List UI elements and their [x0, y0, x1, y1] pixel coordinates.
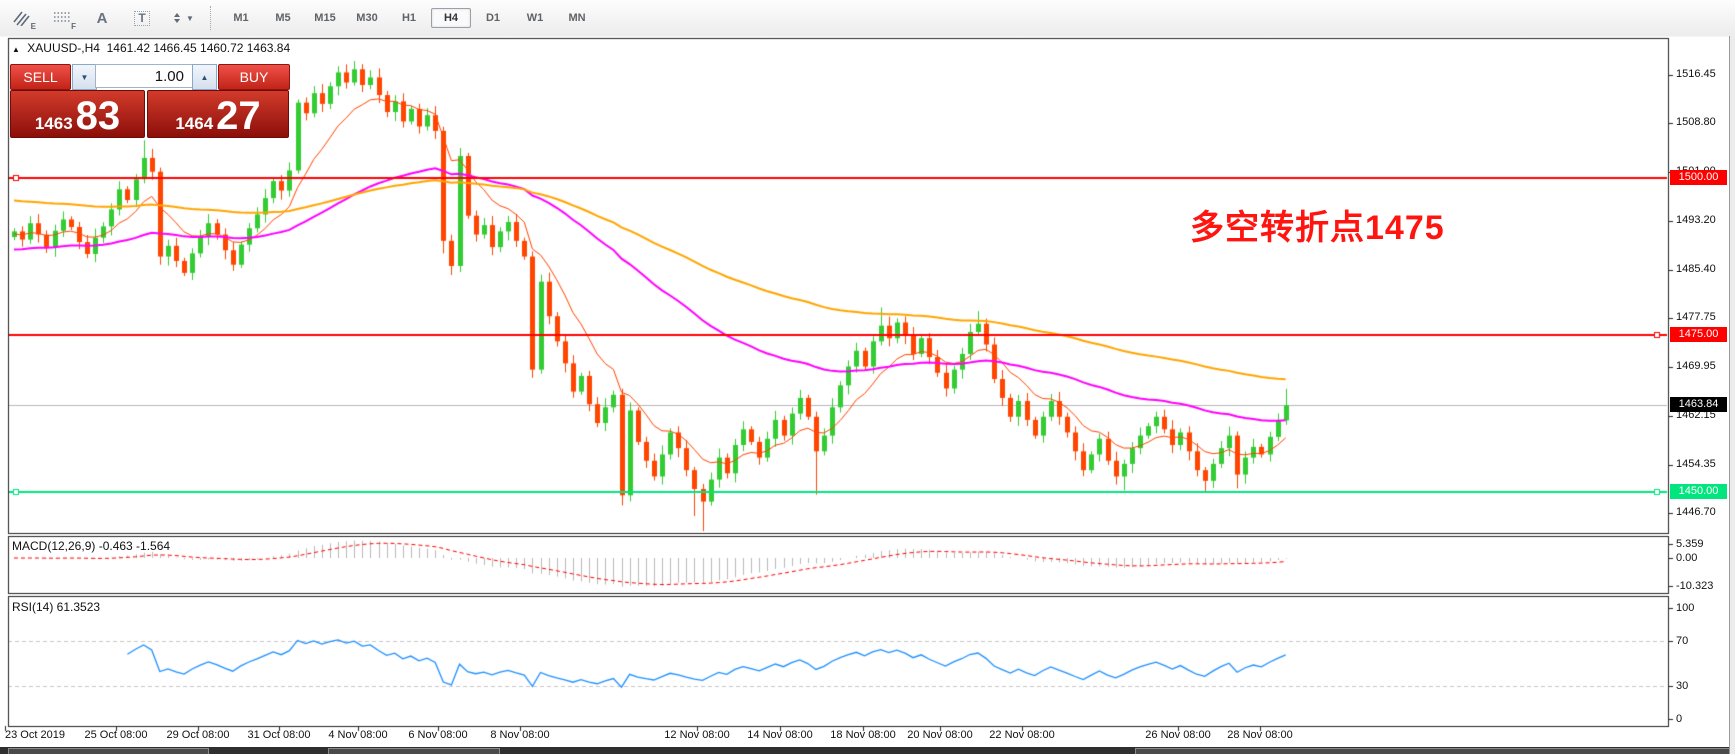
volume-decrease-button[interactable]: ▼: [72, 64, 97, 90]
ask-price-small: 1464: [175, 114, 214, 133]
bid-price-small: 1463: [34, 114, 73, 133]
macd-axis-label: -10.323: [1676, 579, 1714, 592]
ohlc-values: 1461.42 1466.45 1460.72 1463.84: [106, 41, 291, 55]
macd-axis-label: 0.00: [1676, 552, 1698, 564]
current-price-label: 1463.84: [1670, 397, 1727, 413]
price-axis-label: 1454.35: [1676, 457, 1716, 470]
time-axis-label: 25 Oct 08:00: [84, 729, 148, 741]
rsi-label: RSI(14) 61.3523: [12, 600, 101, 614]
rsi-axis-label: 100: [1676, 602, 1695, 614]
ask-price-box[interactable]: 1464 27: [147, 90, 289, 138]
macd-axis-label: 5.359: [1676, 537, 1704, 550]
bid-price-box[interactable]: 1463 83: [10, 90, 145, 138]
symbol-header: ▲ XAUUSD-,H4 1461.42 1466.45 1460.72 146…: [12, 41, 290, 55]
price-axis-label: 1508.80: [1676, 115, 1716, 128]
price-axis-label: 1477.75: [1676, 310, 1716, 323]
rsi-axis-label: 70: [1676, 635, 1689, 648]
time-axis-label: 26 Nov 08:00: [1145, 729, 1211, 741]
chart-tab-edge[interactable]: [328, 748, 500, 754]
time-axis-label: 31 Oct 08:00: [247, 729, 311, 741]
volume-increase-button[interactable]: ▲: [192, 64, 217, 90]
price-axis-label: 1493.20: [1676, 213, 1716, 226]
time-axis-label: 29 Oct 08:00: [166, 729, 230, 741]
hline-price-label: 1475.00: [1670, 327, 1727, 343]
symbol-name: XAUUSD-,H4: [27, 41, 100, 55]
time-axis-label: 6 Nov 08:00: [408, 729, 468, 741]
time-axis-label: 22 Nov 08:00: [989, 729, 1055, 741]
time-axis-label: 23 Oct 2019: [5, 729, 65, 741]
macd-label: MACD(12,26,9) -0.463 -1.564: [12, 539, 171, 553]
time-axis-label: 8 Nov 08:00: [490, 729, 550, 741]
hline-price-label: 1500.00: [1670, 170, 1727, 185]
time-axis-label: 12 Nov 08:00: [664, 729, 730, 741]
volume-input[interactable]: [95, 64, 193, 88]
rsi-axis-label: 30: [1676, 679, 1689, 692]
time-axis-label: 14 Nov 08:00: [747, 729, 813, 741]
collapse-arrow-icon[interactable]: ▲: [12, 45, 20, 54]
chart-tab-edge[interactable]: [8, 748, 209, 754]
price-axis-label: 1485.40: [1676, 262, 1716, 275]
time-axis-label: 28 Nov 08:00: [1227, 729, 1293, 741]
time-axis-label: 20 Nov 08:00: [907, 729, 973, 741]
price-axis-label: 1446.70: [1676, 505, 1716, 518]
hline-price-label: 1450.00: [1670, 484, 1727, 500]
ask-price-big: 27: [216, 94, 261, 138]
window-edge: [1729, 36, 1735, 754]
chart-tabs-strip[interactable]: [0, 747, 1735, 754]
price-axis-label: 1469.95: [1676, 359, 1716, 372]
price-axis-label: 1516.45: [1676, 67, 1716, 80]
chart-tab-edge[interactable]: [1135, 748, 1735, 754]
bid-price-big: 83: [75, 94, 121, 138]
rsi-axis-label: 0: [1676, 713, 1683, 725]
time-axis-label: 18 Nov 08:00: [830, 729, 896, 741]
time-axis-label: 4 Nov 08:00: [328, 729, 388, 741]
price-annotation: 多空转折点1475: [1190, 209, 1445, 247]
sell-button[interactable]: SELL: [10, 64, 71, 90]
buy-button[interactable]: BUY: [218, 64, 290, 90]
